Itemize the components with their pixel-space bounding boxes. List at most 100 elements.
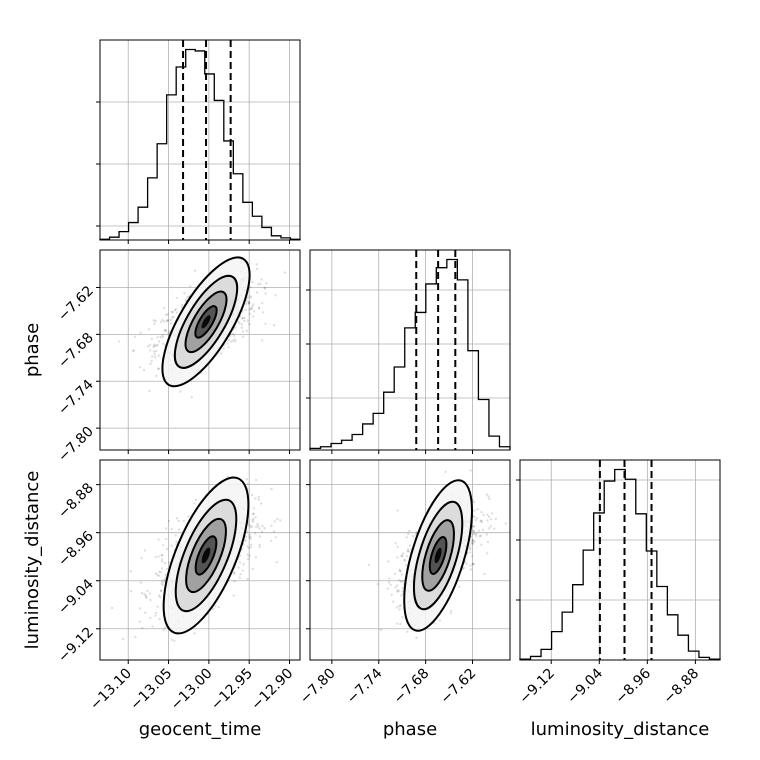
scatter-point (471, 542, 475, 545)
scatter-point (248, 302, 251, 305)
scatter-point (238, 576, 241, 579)
scatter-point (389, 583, 392, 586)
contour-line (173, 274, 239, 369)
scatter-point (395, 606, 399, 609)
scatter-point (142, 368, 146, 372)
scatter-point (166, 319, 169, 322)
scatter-point (273, 520, 276, 523)
scatter-point (386, 587, 389, 590)
panel-frame (99, 459, 301, 661)
scatter-point (249, 296, 253, 299)
scatter-point (473, 525, 476, 528)
scatter-point (376, 582, 379, 586)
scatter-point (473, 540, 476, 543)
scatter-point (401, 552, 405, 555)
scatter-point (159, 571, 163, 574)
scatter-point (227, 338, 231, 342)
scatter-point (396, 545, 399, 549)
scatter-point (165, 527, 168, 530)
scatter-point (245, 299, 248, 303)
scatter-point (187, 515, 190, 518)
scatter-point (173, 639, 176, 643)
scatter-point (226, 342, 229, 345)
scatter-point (175, 517, 179, 520)
scatter-point (140, 591, 143, 595)
scatter-point (158, 595, 162, 599)
scatter-point (164, 328, 168, 332)
scatter-point (504, 522, 508, 525)
scatter-point (279, 519, 282, 522)
scatter-point (263, 287, 267, 290)
scatter-point (473, 509, 476, 512)
scatter-point (248, 554, 251, 558)
scatter-point (245, 530, 249, 533)
scatter-point (255, 525, 258, 529)
scatter-point (247, 302, 250, 305)
scatter-point (232, 334, 236, 337)
scatter-point (470, 541, 473, 544)
scatter-point (154, 555, 157, 559)
scatter-point (157, 538, 160, 541)
scatter-point (387, 581, 391, 584)
scatter-point (238, 561, 242, 564)
histogram-geocent-time (99, 48, 301, 240)
scatter-point (391, 600, 395, 603)
scatter-point (159, 320, 163, 324)
scatter-point (156, 336, 159, 339)
scatter-point (257, 498, 260, 501)
scatter-point (257, 495, 260, 499)
scatter-point (144, 611, 147, 614)
scatter-point (263, 286, 266, 289)
scatter-point (240, 326, 244, 329)
scatter-point (399, 580, 403, 583)
scatter-point (175, 311, 178, 314)
scatter-point (148, 592, 152, 595)
contour-line (162, 476, 250, 635)
scatter-point (258, 543, 261, 547)
scatter-point (251, 525, 254, 528)
contour-line (194, 535, 218, 576)
scatter-point (173, 308, 177, 312)
scatter-point (165, 320, 168, 323)
scatter-point (399, 622, 402, 626)
scatter-point (469, 564, 472, 567)
scatter-point (270, 487, 273, 491)
scatter-point (121, 637, 125, 641)
contour-line (428, 536, 448, 575)
scatter-point (272, 530, 276, 533)
panel-scatter-luminosity-distance-vs-geocent-time (99, 459, 301, 661)
scatter-point (398, 579, 401, 582)
scatter-point (154, 611, 158, 615)
scatter-point (396, 590, 399, 593)
scatter-point (260, 502, 263, 505)
scatter-point (396, 589, 399, 592)
scatter-point (157, 340, 161, 343)
panel-hist-geocent-time (99, 39, 301, 241)
scatter-point (165, 547, 169, 551)
scatter-point (494, 517, 497, 521)
scatter-point (161, 583, 164, 587)
panel-frame (99, 39, 301, 241)
scatter-point (250, 493, 254, 497)
scatter-point (148, 343, 152, 347)
scatter-point (248, 308, 251, 311)
scatter-point (190, 396, 193, 399)
scatter-point (249, 286, 252, 289)
scatter-point (163, 578, 166, 582)
scatter-point (390, 593, 393, 596)
scatter-point (472, 563, 475, 566)
scatter-point (153, 352, 156, 356)
scatter-point (169, 318, 173, 322)
scatter-point (254, 532, 257, 535)
scatter-point (183, 291, 186, 295)
scatter-point (161, 335, 164, 339)
scatter-point (154, 614, 157, 617)
scatter-point (479, 534, 482, 537)
scatter-point (265, 282, 268, 285)
scatter-point (157, 367, 160, 371)
scatter-point (245, 329, 249, 333)
scatter-point (480, 521, 484, 524)
scatter-point (189, 285, 192, 288)
scatter-point (490, 512, 494, 515)
